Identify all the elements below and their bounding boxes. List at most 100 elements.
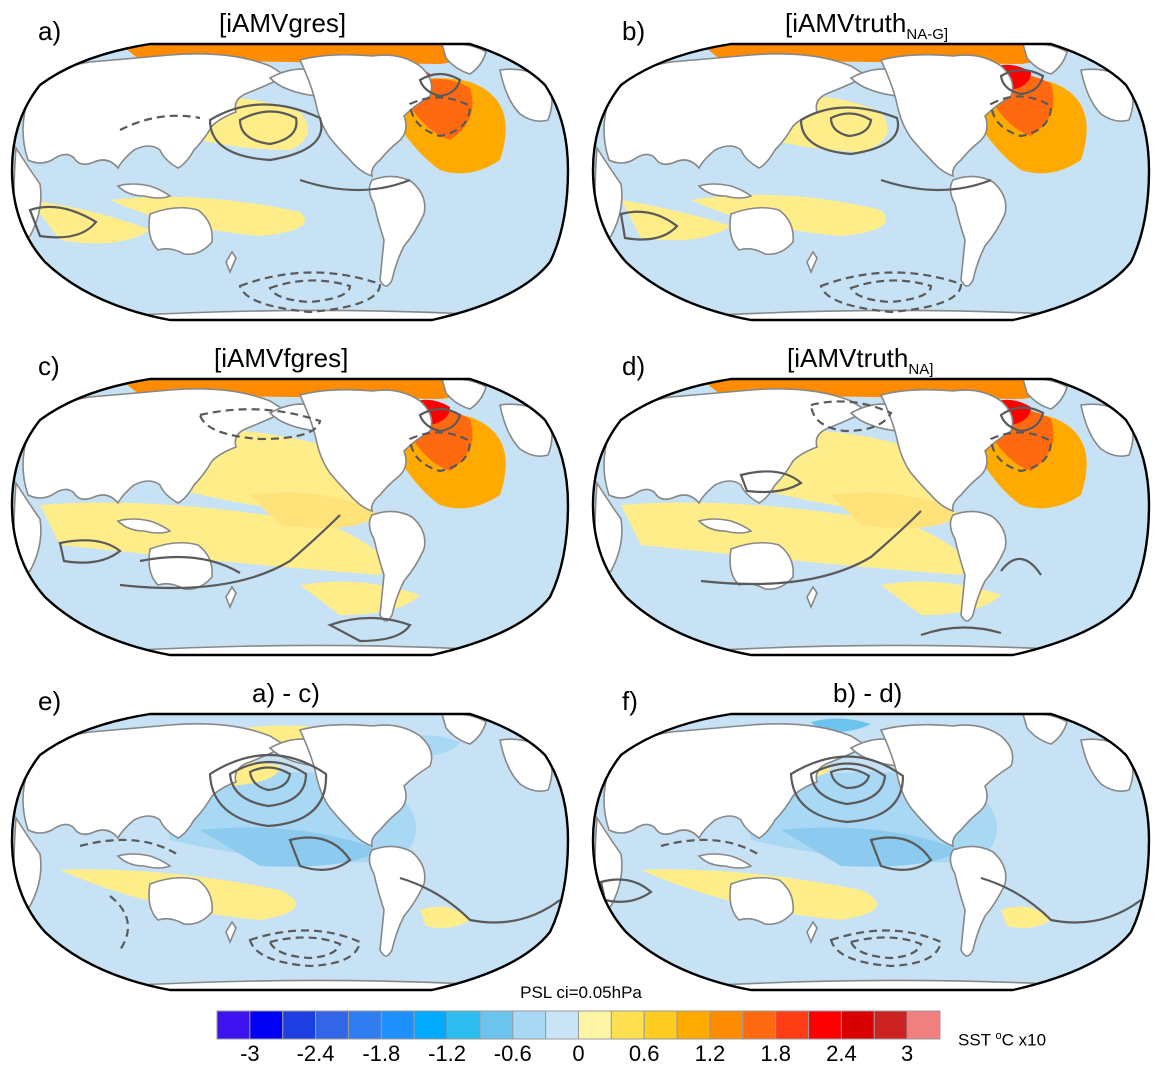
- panel-label-e: e): [38, 686, 62, 716]
- sst-anomaly-patch: [30, 200, 150, 244]
- panel-c: c) [iAMVfgres]: [0, 335, 581, 670]
- land-newzealand: [806, 250, 818, 275]
- psl-contour-positive: [829, 767, 871, 790]
- map-d: [591, 377, 1151, 657]
- psl-contour-positive: [228, 760, 308, 808]
- sst-anomaly-patch: [781, 827, 961, 867]
- psl-contour-positive: [139, 555, 241, 574]
- colorbar-swatch: [906, 1010, 941, 1040]
- colorbar-tick-label: -3: [240, 1041, 260, 1066]
- psl-contour-positive: [880, 178, 992, 192]
- psl-contour-negative: [79, 838, 181, 857]
- colorbar-swatch: [840, 1010, 875, 1040]
- land-southamerica: [949, 845, 1007, 957]
- psl-contour-negative: [248, 929, 362, 968]
- land-indonesia: [697, 853, 753, 869]
- land-northamerica: [879, 723, 1014, 848]
- psl-contour-negative: [198, 408, 322, 441]
- map-content: [12, 714, 568, 990]
- psl-contour-negative: [268, 279, 352, 304]
- sst-anomaly-patch: [831, 492, 961, 529]
- land-southamerica: [368, 175, 426, 287]
- psl-contour-positive: [789, 755, 905, 824]
- psl-contour-positive: [208, 753, 328, 828]
- panel-title-a-main: [iAMVgres]: [219, 8, 347, 38]
- panel-title-a: [iAMVgres]: [219, 10, 346, 48]
- colorbar-swatch: [479, 1010, 514, 1040]
- panel-label-b: b): [622, 16, 646, 46]
- colorbar-swatch: [380, 1010, 415, 1040]
- colorbar-unit-prefix: SST: [958, 1030, 996, 1050]
- colorbar-tick-label: 3: [901, 1041, 914, 1066]
- colorbar-tick-label: 0: [572, 1041, 585, 1066]
- psl-contour-note: PSL ci=0.05hPa: [520, 983, 642, 1002]
- map-a: [10, 42, 570, 322]
- map-f: [591, 712, 1151, 992]
- sst-anomaly-patch: [200, 267, 425, 300]
- psl-contour-positive: [248, 766, 292, 792]
- psl-contour-negative: [238, 271, 382, 314]
- psl-contour-negative: [119, 114, 201, 131]
- panel-b: b) [iAMVtruthNA-G]: [581, 0, 1162, 335]
- land-northamerica: [879, 388, 1014, 513]
- colorbar-swatch: [808, 1010, 842, 1040]
- land-northamerica: [298, 388, 433, 513]
- land-australia: [729, 876, 795, 926]
- map-c: [10, 377, 570, 657]
- psl-contour-positive: [208, 103, 323, 162]
- map-b: [591, 42, 1151, 322]
- colorbar-swatch: [249, 1010, 284, 1040]
- psl-contour-positive: [28, 205, 98, 239]
- colorbar-swatch: [775, 1010, 810, 1040]
- psl-contour-positive: [619, 210, 679, 241]
- panel-title-d: [iAMVtruthNA]: [787, 345, 933, 383]
- land-indonesia: [116, 183, 172, 199]
- land-newzealand: [806, 920, 818, 945]
- colorbar-tick-label: 1.2: [694, 1041, 726, 1066]
- psl-contour-positive: [829, 112, 873, 138]
- colorbar-swatch: [216, 1010, 251, 1040]
- psl-contour-positive: [238, 110, 298, 146]
- psl-contour-positive: [799, 106, 900, 156]
- land-australia: [729, 206, 795, 256]
- map-content: [12, 44, 568, 320]
- panel-title-c: [iAMVfgres]: [214, 345, 348, 383]
- sst-anomaly-patch: [1001, 906, 1051, 928]
- colorbar-swatch: [545, 1010, 579, 1040]
- colorbar-tick-label: -1.8: [362, 1041, 401, 1066]
- land-southamerica: [368, 510, 426, 622]
- land-australia: [148, 206, 214, 256]
- sst-anomaly-patch: [200, 827, 380, 867]
- psl-contour-negative: [109, 895, 130, 951]
- colorbar-swatch: [676, 1010, 711, 1040]
- colorbar-unit-suffix: C x10: [1001, 1030, 1047, 1050]
- map-border: [10, 377, 570, 657]
- colorbar-swatch: [512, 1010, 547, 1040]
- colorbar-tick-label: 1.8: [760, 1041, 791, 1066]
- land-southamerica: [368, 845, 426, 957]
- land-newzealand: [225, 920, 237, 945]
- sst-anomaly-patch: [691, 194, 886, 236]
- psl-contour-positive: [58, 539, 122, 564]
- map-border: [10, 42, 570, 322]
- land-newzealand: [225, 585, 237, 610]
- map-content: [593, 379, 1149, 655]
- colorbar-tick-label: -1.2: [428, 1041, 466, 1066]
- psl-contour-negative: [408, 431, 472, 473]
- panel-title-b: [iAMVtruthNA-G]: [785, 10, 948, 48]
- land-northamerica: [879, 53, 1014, 178]
- colorbar-swatch: [742, 1010, 777, 1040]
- psl-contour-positive: [869, 836, 933, 871]
- colorbar-tick-label: -2.4: [296, 1041, 335, 1066]
- psl-contour-positive: [327, 616, 412, 643]
- psl-contour-positive: [119, 514, 341, 590]
- land-newzealand: [806, 585, 818, 610]
- panel-title-b-main: [iAMVtruth: [785, 8, 907, 38]
- psl-contour-negative: [849, 279, 933, 304]
- psl-contour-negative: [809, 400, 893, 433]
- panel-title-e: a) - c): [252, 680, 320, 718]
- panel-a: a) [iAMVgres]: [0, 0, 581, 335]
- colorbar-unit: SST oC x10: [958, 1030, 1046, 1051]
- colorbar-swatch: [282, 1010, 317, 1040]
- panel-label-a: a): [38, 16, 62, 46]
